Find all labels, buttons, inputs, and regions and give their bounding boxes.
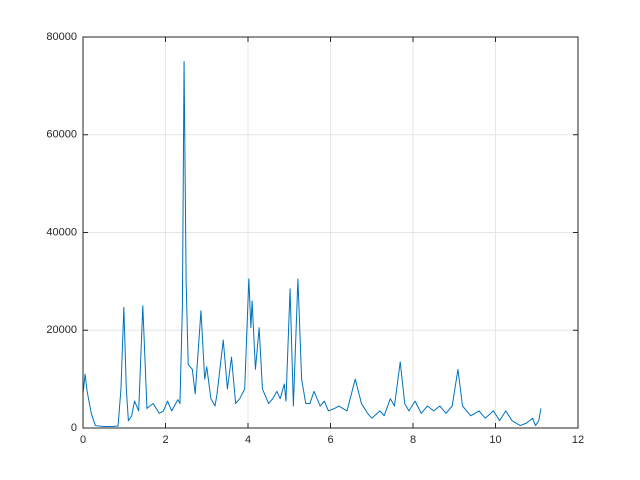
x-tick-label: 10: [489, 434, 501, 446]
x-tick-label: 6: [327, 434, 333, 446]
y-tick-label: 40000: [46, 226, 77, 238]
y-tick-label: 80000: [46, 31, 77, 43]
y-tick-label: 20000: [46, 324, 77, 336]
x-tick-label: 8: [410, 434, 416, 446]
plot-area: [82, 60, 542, 428]
x-tick-label: 2: [162, 434, 168, 446]
y-tick-label: 60000: [46, 129, 77, 141]
x-tick-label: 12: [572, 434, 584, 446]
y-tick-label: 0: [71, 422, 77, 434]
x-tick-label: 4: [245, 434, 251, 446]
x-tick-label: 0: [80, 434, 86, 446]
data-line: [82, 60, 542, 428]
grid: [82, 36, 579, 429]
